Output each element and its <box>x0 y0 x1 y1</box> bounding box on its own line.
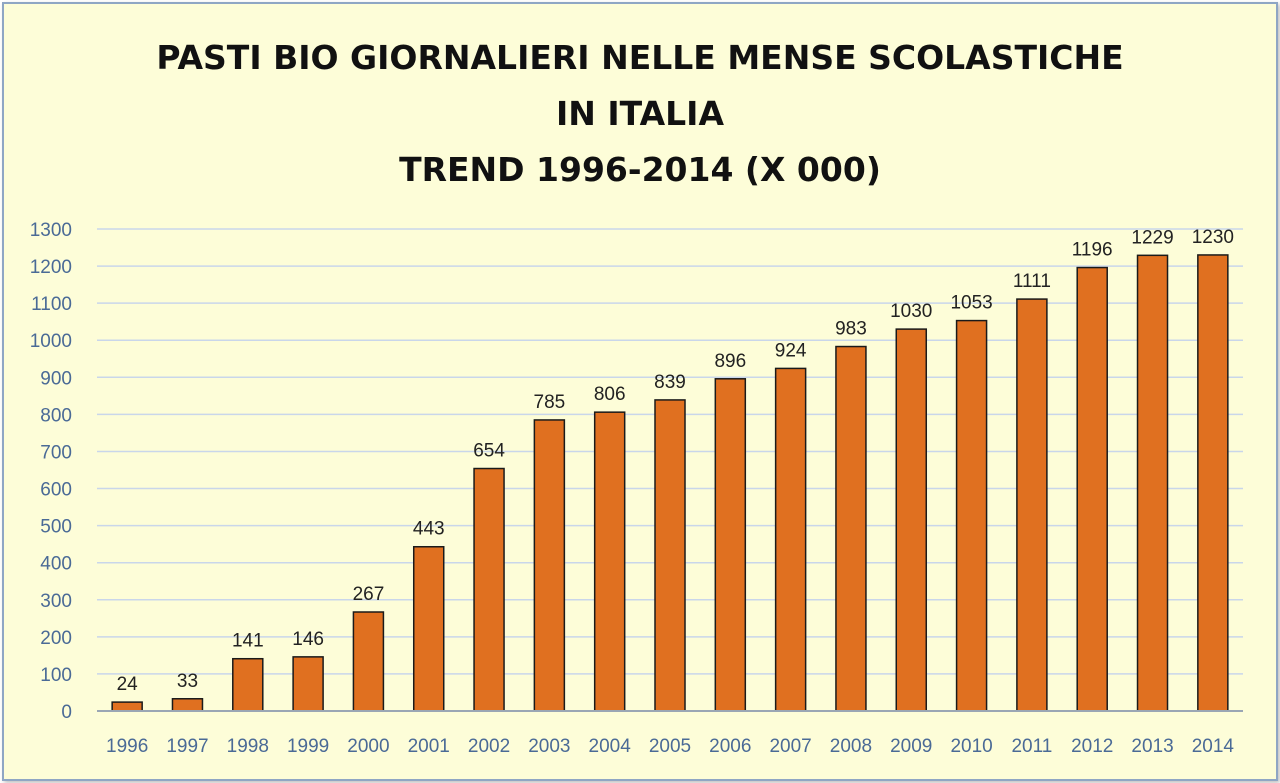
y-tick-label: 1300 <box>30 220 72 241</box>
bar <box>1016 298 1048 712</box>
bar <box>171 698 204 712</box>
data-label: 983 <box>835 319 867 340</box>
y-tick-label: 500 <box>40 517 72 538</box>
bar <box>352 611 385 712</box>
x-tick-label: 2011 <box>1011 736 1052 757</box>
data-label: 785 <box>534 392 566 413</box>
data-label: 1196 <box>1072 240 1113 261</box>
bars <box>111 254 1229 712</box>
data-label: 839 <box>654 372 686 393</box>
data-label: 1030 <box>890 301 932 322</box>
chart-title: PASTI BIO GIORNALIERI NELLE MENSE SCOLAS… <box>4 30 1276 198</box>
chart-title-line-3: TREND 1996-2014 (X 000) <box>399 150 881 189</box>
y-tick-label: 1000 <box>30 331 72 352</box>
x-tick-label: 2006 <box>709 736 751 757</box>
y-tick-label: 200 <box>40 628 72 649</box>
data-label: 806 <box>594 384 626 405</box>
y-tick-label: 800 <box>40 405 72 426</box>
bar <box>895 328 928 712</box>
x-tick-label: 2002 <box>468 736 510 757</box>
bar <box>1076 266 1108 712</box>
bar <box>955 319 988 712</box>
y-tick-label: 1200 <box>30 257 72 278</box>
data-label: 1053 <box>950 293 992 314</box>
x-tick-label: 2007 <box>769 736 811 757</box>
x-tick-label: 2010 <box>950 736 992 757</box>
y-tick-label: 700 <box>40 442 72 463</box>
bar <box>232 657 264 712</box>
bar <box>292 656 324 712</box>
x-tick-label: 1997 <box>166 736 208 757</box>
data-label: 924 <box>775 340 807 361</box>
data-labels: 24 33 141 146 267 443 654 785 806 839 896 924 983 103… <box>117 227 1234 695</box>
y-tick-label: 400 <box>40 554 72 575</box>
bar <box>654 399 686 712</box>
data-label: 24 <box>117 674 139 695</box>
data-label: 896 <box>714 351 746 372</box>
bar <box>593 411 626 712</box>
x-axis-ticks: 1996 1997 1998 1999 2000 2001 2002 2003 2004 2005… <box>106 736 1234 757</box>
x-tick-label: 1998 <box>227 736 269 757</box>
x-tick-label: 2012 <box>1071 736 1113 757</box>
x-tick-label: 2013 <box>1131 736 1173 757</box>
x-tick-label: 2008 <box>830 736 872 757</box>
bar <box>774 367 807 712</box>
bar <box>1136 254 1169 712</box>
y-tick-label: 600 <box>40 480 72 501</box>
data-label: 443 <box>413 519 445 540</box>
x-tick-label: 1996 <box>106 736 148 757</box>
y-tick-label: 300 <box>40 591 72 612</box>
data-label: 1230 <box>1192 227 1234 248</box>
data-label: 146 <box>292 629 324 650</box>
x-tick-label: 2004 <box>589 736 632 757</box>
x-tick-label: 1999 <box>287 736 329 757</box>
chart-title-line-1: PASTI BIO GIORNALIERI NELLE MENSE SCOLAS… <box>156 38 1124 77</box>
bar <box>111 701 143 712</box>
bar <box>714 378 747 712</box>
x-tick-label: 2005 <box>649 736 691 757</box>
x-tick-label: 2009 <box>890 736 932 757</box>
bar <box>835 345 867 712</box>
x-tick-label: 2014 <box>1192 736 1235 757</box>
x-tick-label: 2001 <box>408 736 450 757</box>
chart-title-line-2: IN ITALIA <box>556 94 724 133</box>
bar <box>533 419 566 712</box>
y-tick-label: 900 <box>40 368 72 389</box>
data-label: 1111 <box>1013 271 1051 292</box>
y-tick-label: 100 <box>40 665 72 686</box>
bar <box>412 545 445 712</box>
data-label: 267 <box>353 584 385 605</box>
data-label: 654 <box>473 441 505 462</box>
y-tick-label: 1100 <box>31 294 72 315</box>
data-label: 141 <box>232 631 264 652</box>
bar <box>473 467 505 712</box>
x-tick-label: 2003 <box>528 736 570 757</box>
data-label: 1229 <box>1131 227 1173 248</box>
y-axis-ticks: 0 100 200 300 400 500 600 700 800 900 1000 1100 1200… <box>30 220 72 723</box>
data-label: 33 <box>177 671 198 692</box>
bar <box>1197 254 1229 712</box>
y-tick-label: 0 <box>61 702 72 723</box>
x-tick-label: 2000 <box>347 736 389 757</box>
